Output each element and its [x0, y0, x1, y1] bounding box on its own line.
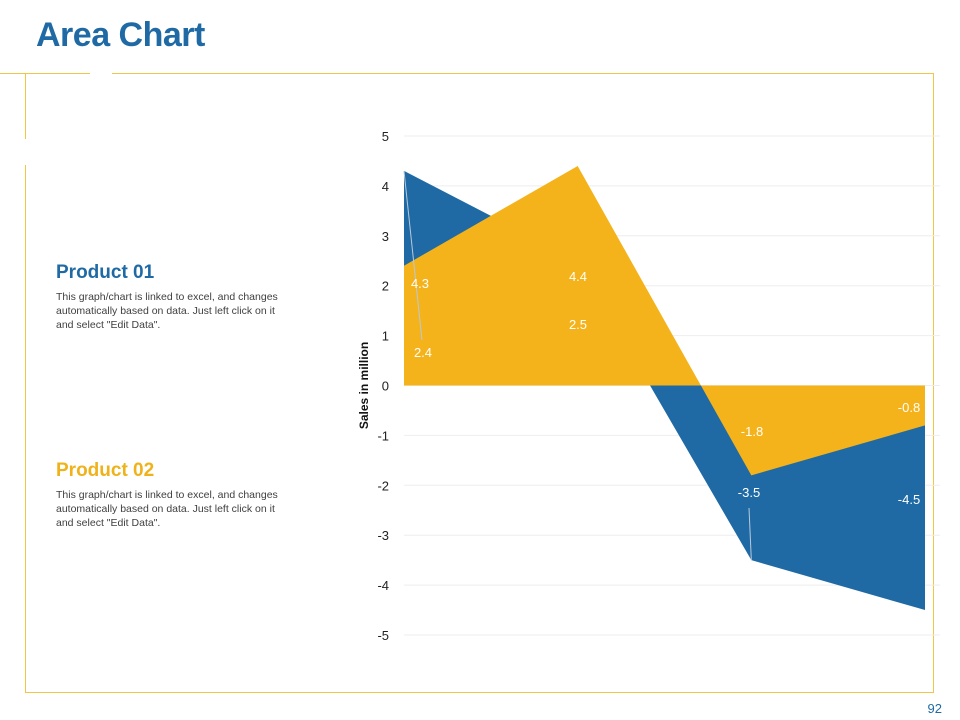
data-label: 2.5 — [569, 317, 587, 332]
product-02-description: This graph/chart is linked to excel, and… — [56, 489, 278, 529]
frame-line-top-left — [0, 73, 90, 74]
data-label: -4.5 — [898, 492, 920, 507]
y-tick-label: 4 — [382, 179, 389, 194]
y-tick-label: 5 — [382, 129, 389, 144]
product-01-block: Product 01 This graph/chart is linked to… — [56, 262, 286, 332]
page-title: Area Chart — [36, 16, 205, 54]
y-axis-title: Sales in million — [357, 342, 371, 429]
product-01-title: Product 01 — [56, 262, 155, 283]
data-label: 2.4 — [414, 345, 432, 360]
area-series-2[interactable] — [404, 165, 925, 476]
y-tick-label: 2 — [382, 279, 389, 294]
y-tick-label: -4 — [377, 578, 389, 593]
data-label: -3.5 — [738, 485, 760, 500]
y-tick-label: 1 — [382, 329, 389, 344]
y-tick-label: 0 — [382, 379, 389, 394]
y-tick-label: 3 — [382, 229, 389, 244]
y-tick-label: -5 — [377, 628, 389, 643]
product-02-title: Product 02 — [56, 460, 155, 481]
data-label: 4.3 — [411, 276, 429, 291]
data-label: -1.8 — [741, 424, 763, 439]
frame-line-left-lower — [25, 165, 26, 693]
product-01-description: This graph/chart is linked to excel, and… — [56, 291, 278, 331]
frame-line-top — [112, 73, 934, 74]
frame-line-left-upper — [25, 73, 26, 139]
product-02-block: Product 02 This graph/chart is linked to… — [56, 460, 286, 530]
page-number: 92 — [927, 701, 942, 716]
data-label: 4.4 — [569, 269, 587, 284]
content-frame — [25, 73, 934, 693]
data-label: -0.8 — [898, 400, 920, 415]
y-tick-label: -3 — [377, 528, 389, 543]
label-leader-line — [403, 170, 423, 341]
y-tick-label: -1 — [377, 428, 389, 443]
y-tick-label: -2 — [377, 478, 389, 493]
label-leader-line — [748, 507, 752, 561]
